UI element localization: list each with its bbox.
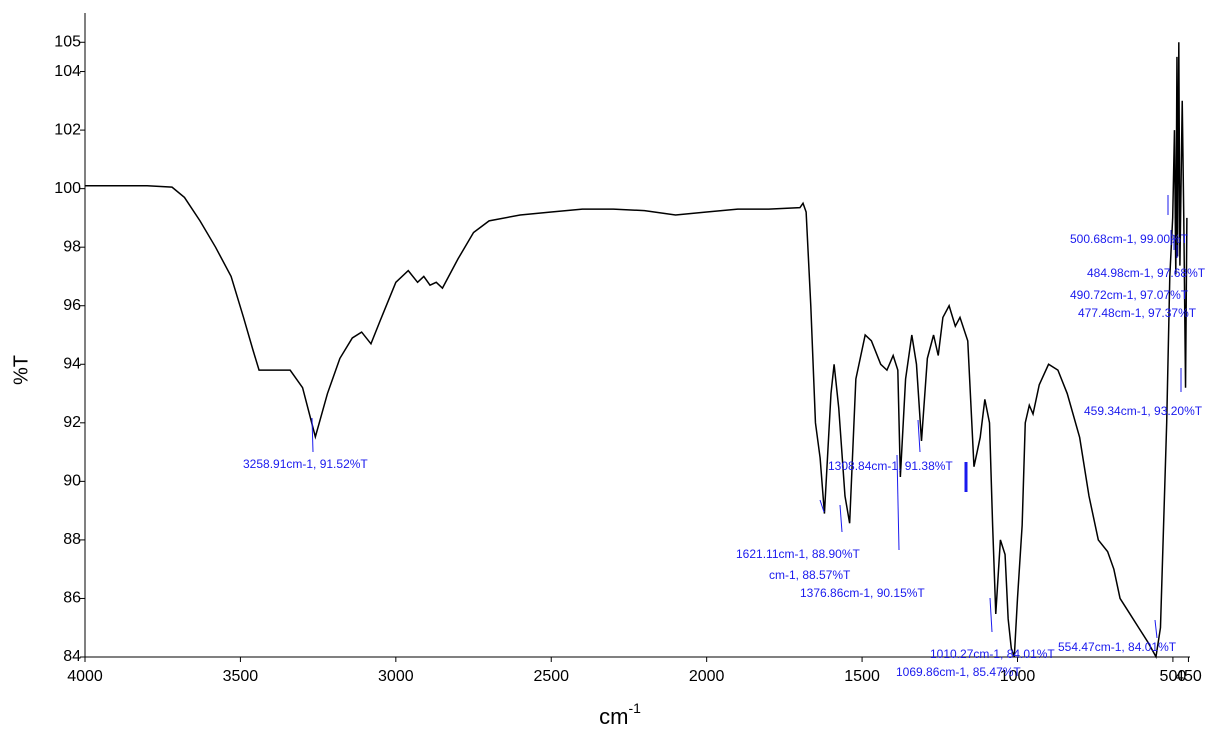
peak-marker	[839, 504, 843, 533]
y-tick-label: 104	[54, 63, 81, 80]
x-tick-label: 4000	[67, 668, 103, 685]
peak-annotation: 1010.27cm-1, 84.01%T	[930, 647, 1055, 661]
y-tick-label: 84	[63, 648, 81, 665]
peak-annotation: 1376.86cm-1, 90.15%T	[800, 586, 925, 600]
x-tick-label: 3000	[378, 668, 414, 685]
x-tick-label: 500	[1160, 668, 1187, 685]
y-tick-label: 88	[63, 531, 81, 548]
peak-annotation: 1621.11cm-1, 88.90%T	[736, 547, 861, 561]
y-tick-label: 94	[63, 355, 81, 372]
peak-annotation: 1069.86cm-1, 85.47%T	[896, 665, 1021, 679]
peak-marker	[311, 417, 314, 453]
peak-annotation: 3258.91cm-1, 91.52%T	[243, 457, 368, 471]
peak-marker	[989, 597, 993, 633]
y-tick-label: 105	[54, 33, 81, 50]
x-tick-label: 1000	[1000, 668, 1036, 685]
x-tick-label: 1500	[844, 668, 880, 685]
x-tick-label: 2500	[533, 668, 569, 685]
x-axis-label: cm-1	[599, 700, 641, 729]
peak-marker	[896, 454, 900, 551]
x-tick-label: 3500	[223, 668, 259, 685]
peak-marker	[1154, 619, 1158, 639]
peak-marker	[917, 419, 921, 453]
y-tick-label: 90	[63, 473, 81, 490]
peak-annotation: 459.34cm-1, 93.20%T	[1084, 404, 1203, 418]
peak-annotation: 500.68cm-1, 99.00%T	[1070, 232, 1189, 246]
y-tick-label: 96	[63, 297, 81, 314]
y-tick-label: 98	[63, 238, 81, 255]
x-axis-label-sup: -1	[628, 700, 641, 716]
peak-annotation: 490.72cm-1, 97.07%T	[1070, 288, 1189, 302]
peak-marker	[819, 499, 825, 513]
y-axis-label: %T	[10, 355, 32, 385]
x-tick-label: 450	[1175, 668, 1202, 685]
y-tick-label: 100	[54, 180, 81, 197]
peak-annotation: 554.47cm-1, 84.01%T	[1058, 640, 1177, 654]
x-tick-label: 2000	[689, 668, 725, 685]
y-tick-label: 92	[63, 414, 81, 431]
y-tick-label: 86	[63, 590, 81, 607]
y-tick-label: 102	[54, 121, 81, 138]
peak-annotation: 1308.84cm-1, 91.38%T	[828, 459, 953, 473]
peak-annotation: cm-1, 88.57%T	[769, 568, 851, 582]
peak-annotation: 484.98cm-1, 97.68%T	[1087, 266, 1206, 280]
peak-annotation: 477.48cm-1, 97.37%T	[1078, 306, 1197, 320]
x-axis-label-main: cm	[599, 704, 628, 729]
spectrum-line	[85, 42, 1188, 659]
